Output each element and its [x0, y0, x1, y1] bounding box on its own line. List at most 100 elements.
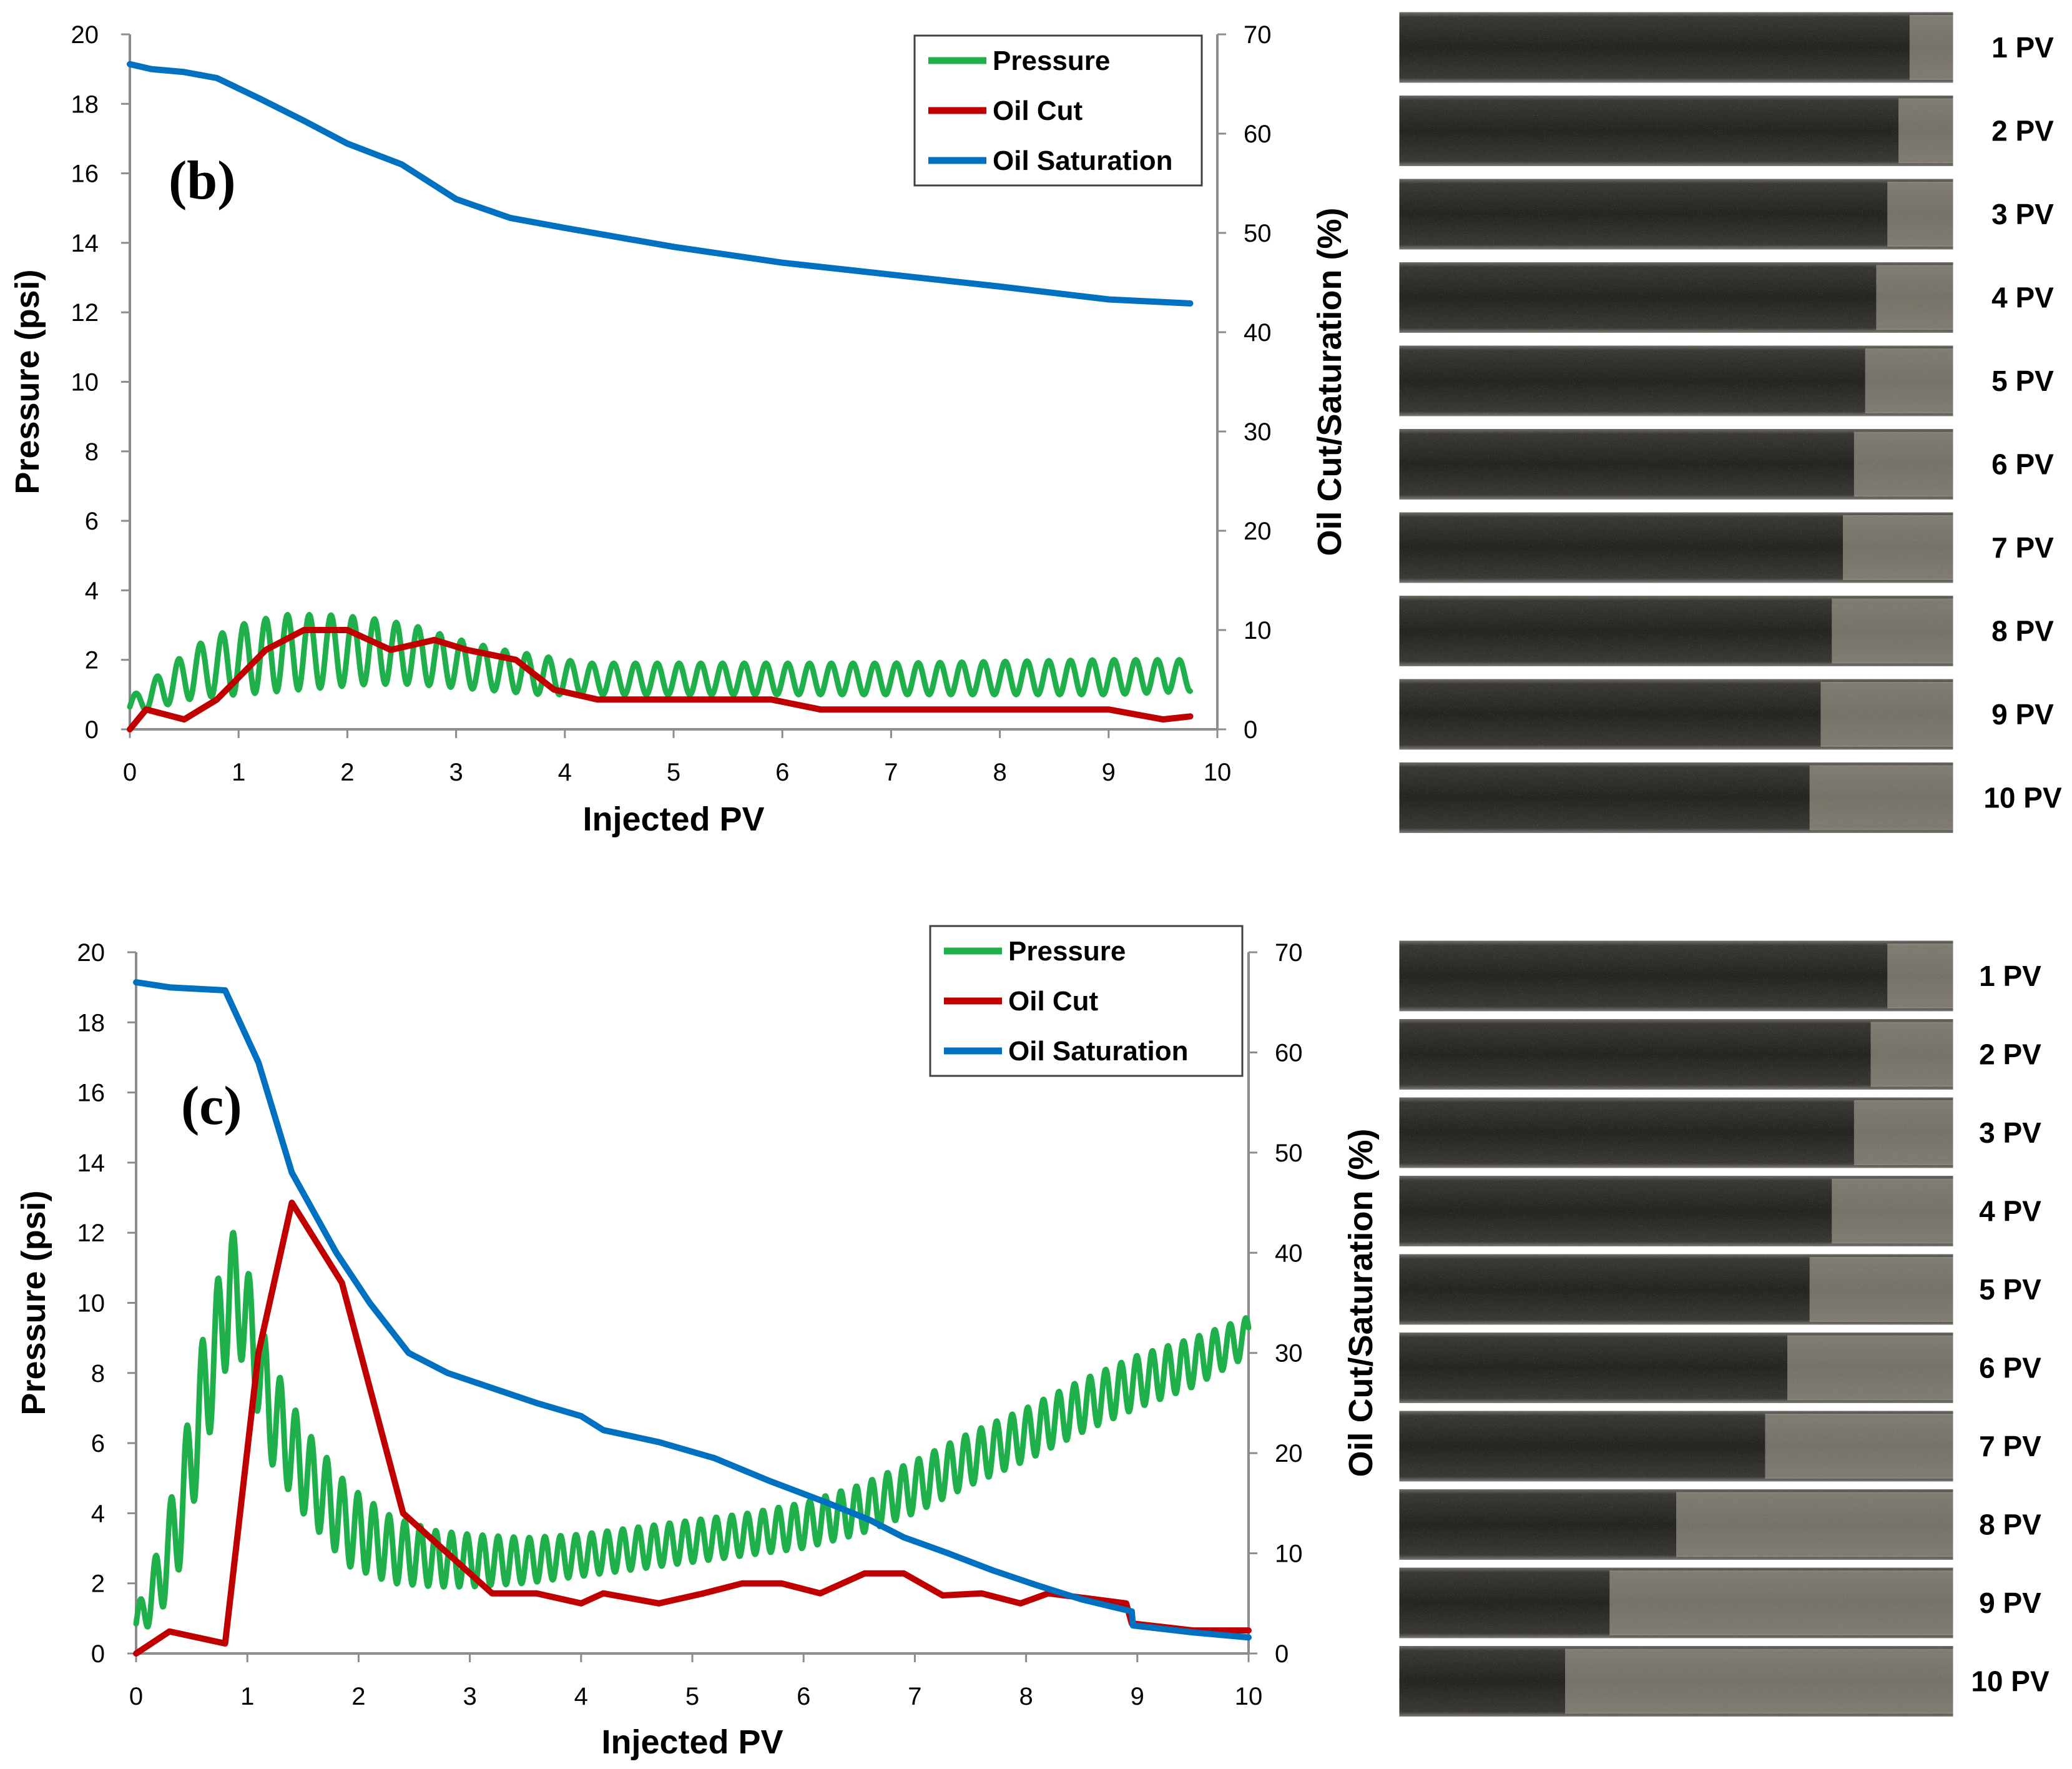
core-image-texture	[1398, 1018, 1954, 1091]
y-axis-title: Pressure (psi)	[15, 1190, 52, 1415]
y-tick-label: 0	[85, 716, 99, 744]
y-axis-title: Pressure (psi)	[9, 269, 46, 494]
x-tick-label: 3	[463, 1683, 476, 1710]
core-image-texture	[1398, 1331, 1954, 1404]
core-image-texture	[1398, 1645, 1954, 1718]
legend-label: Pressure	[993, 46, 1110, 76]
y-tick-label: 2	[91, 1570, 105, 1598]
legend-label: Oil Cut	[1008, 986, 1099, 1017]
y2-tick-label: 40	[1244, 319, 1272, 347]
pv-label: 8 PV	[1991, 615, 2054, 648]
core-image-texture	[1398, 940, 1954, 1012]
x-axis-title: Injected PV	[601, 1723, 783, 1761]
core-image-strip	[1397, 10, 1955, 85]
y2-axis-title: Oil Cut/Saturation (%)	[1342, 1129, 1380, 1477]
core-image-frame	[1397, 343, 1955, 418]
core-image-strip	[1397, 94, 1955, 168]
y2-tick-label: 60	[1244, 121, 1272, 148]
pv-label: 6 PV	[1991, 448, 2054, 481]
y-tick-label: 16	[77, 1080, 106, 1107]
panel-label: (b)	[169, 150, 236, 211]
core-image-frame	[1397, 939, 1955, 1013]
pv-label: 10 PV	[1971, 1665, 2050, 1698]
core-image-texture	[1398, 594, 1954, 668]
panel-label: (c)	[181, 1076, 242, 1136]
pv-label: 4 PV	[1979, 1195, 2041, 1228]
core-image-strip	[1397, 1017, 1955, 1091]
y2-tick-label: 70	[1275, 939, 1303, 967]
core-image-frame	[1397, 1644, 1955, 1718]
oil-saturation-series-line	[133, 979, 1252, 1641]
x-tick-label: 2	[351, 1683, 365, 1710]
pv-label: 6 PV	[1979, 1352, 2041, 1384]
core-image-strip	[1397, 1331, 1955, 1405]
legend-label: Oil Saturation	[993, 145, 1172, 176]
core-image-frame	[1397, 1331, 1955, 1405]
y2-tick-label: 20	[1275, 1440, 1303, 1467]
core-image-texture	[1398, 1567, 1954, 1639]
pv-label: 4 PV	[1991, 282, 2054, 314]
legend: Pressure Oil Cut Oil Saturation	[913, 34, 1203, 187]
core-image-strip	[1397, 677, 1955, 752]
pressure-series-line	[133, 1229, 1252, 1630]
pv-label: 5 PV	[1979, 1273, 2041, 1306]
y-tick-label: 20	[71, 21, 99, 49]
pv-label: 7 PV	[1991, 531, 2054, 564]
y2-tick-label: 70	[1244, 21, 1272, 49]
core-image-frame	[1397, 177, 1955, 252]
core-image-strip	[1397, 510, 1955, 585]
x-tick-label: 1	[232, 759, 245, 786]
x-tick-label: 8	[1019, 1683, 1033, 1710]
core-image-frame	[1397, 1409, 1955, 1484]
oil-cut-series-line	[127, 627, 1194, 732]
x-tick-label: 7	[908, 1683, 921, 1710]
core-image-texture	[1398, 511, 1954, 584]
y-tick-label: 12	[71, 299, 99, 327]
core-image-texture	[1398, 11, 1954, 84]
y-tick-label: 10	[77, 1290, 106, 1318]
core-image-texture	[1398, 1253, 1954, 1326]
core-image-frame	[1397, 260, 1955, 335]
core-image-texture	[1398, 678, 1954, 751]
core-image-frame	[1397, 594, 1955, 668]
core-image-strip	[1397, 177, 1955, 252]
y-tick-label: 0	[91, 1640, 105, 1668]
x-tick-label: 3	[449, 759, 463, 786]
core-image-frame	[1397, 761, 1955, 835]
x-tick-label: 7	[884, 759, 898, 786]
core-image-strip	[1397, 1252, 1955, 1327]
core-image-strip	[1397, 761, 1955, 835]
core-image-texture	[1398, 94, 1954, 167]
core-image-strip	[1397, 260, 1955, 335]
y-tick-label: 12	[77, 1220, 106, 1247]
panel-b-core-images: 1 PV 2 PV 3 PV 4 PV 5 PV 6 PV 7 PV 8 PV 9 PV 10 P…	[1397, 10, 2062, 835]
y2-axis-title: Oil Cut/Saturation (%)	[1311, 208, 1348, 556]
pv-label: 9 PV	[1991, 698, 2054, 731]
pv-label: 1 PV	[1991, 31, 2054, 64]
x-tick-label: 0	[123, 759, 137, 786]
y-tick-label: 14	[71, 230, 99, 257]
y-tick-label: 2	[85, 647, 99, 674]
core-image-strip	[1397, 427, 1955, 501]
y-tick-label: 6	[85, 508, 99, 535]
core-image-texture	[1398, 178, 1954, 250]
x-tick-label: 0	[129, 1683, 143, 1710]
core-image-frame	[1397, 1174, 1955, 1248]
core-image-strip	[1397, 1644, 1955, 1718]
core-image-texture	[1398, 1488, 1954, 1561]
x-axis-title: Injected PV	[582, 801, 764, 838]
core-image-strip	[1397, 594, 1955, 668]
pv-label: 3 PV	[1991, 198, 2054, 230]
y-tick-label: 16	[71, 160, 99, 188]
x-tick-label: 9	[1131, 1683, 1144, 1710]
core-image-frame	[1397, 1252, 1955, 1327]
pv-label: 9 PV	[1979, 1587, 2041, 1619]
y2-tick-label: 60	[1275, 1039, 1303, 1067]
x-tick-label: 4	[574, 1683, 588, 1710]
y-tick-label: 6	[91, 1430, 105, 1457]
y2-tick-label: 10	[1244, 617, 1272, 644]
legend: Pressure Oil Cut Oil Saturation	[929, 925, 1244, 1077]
